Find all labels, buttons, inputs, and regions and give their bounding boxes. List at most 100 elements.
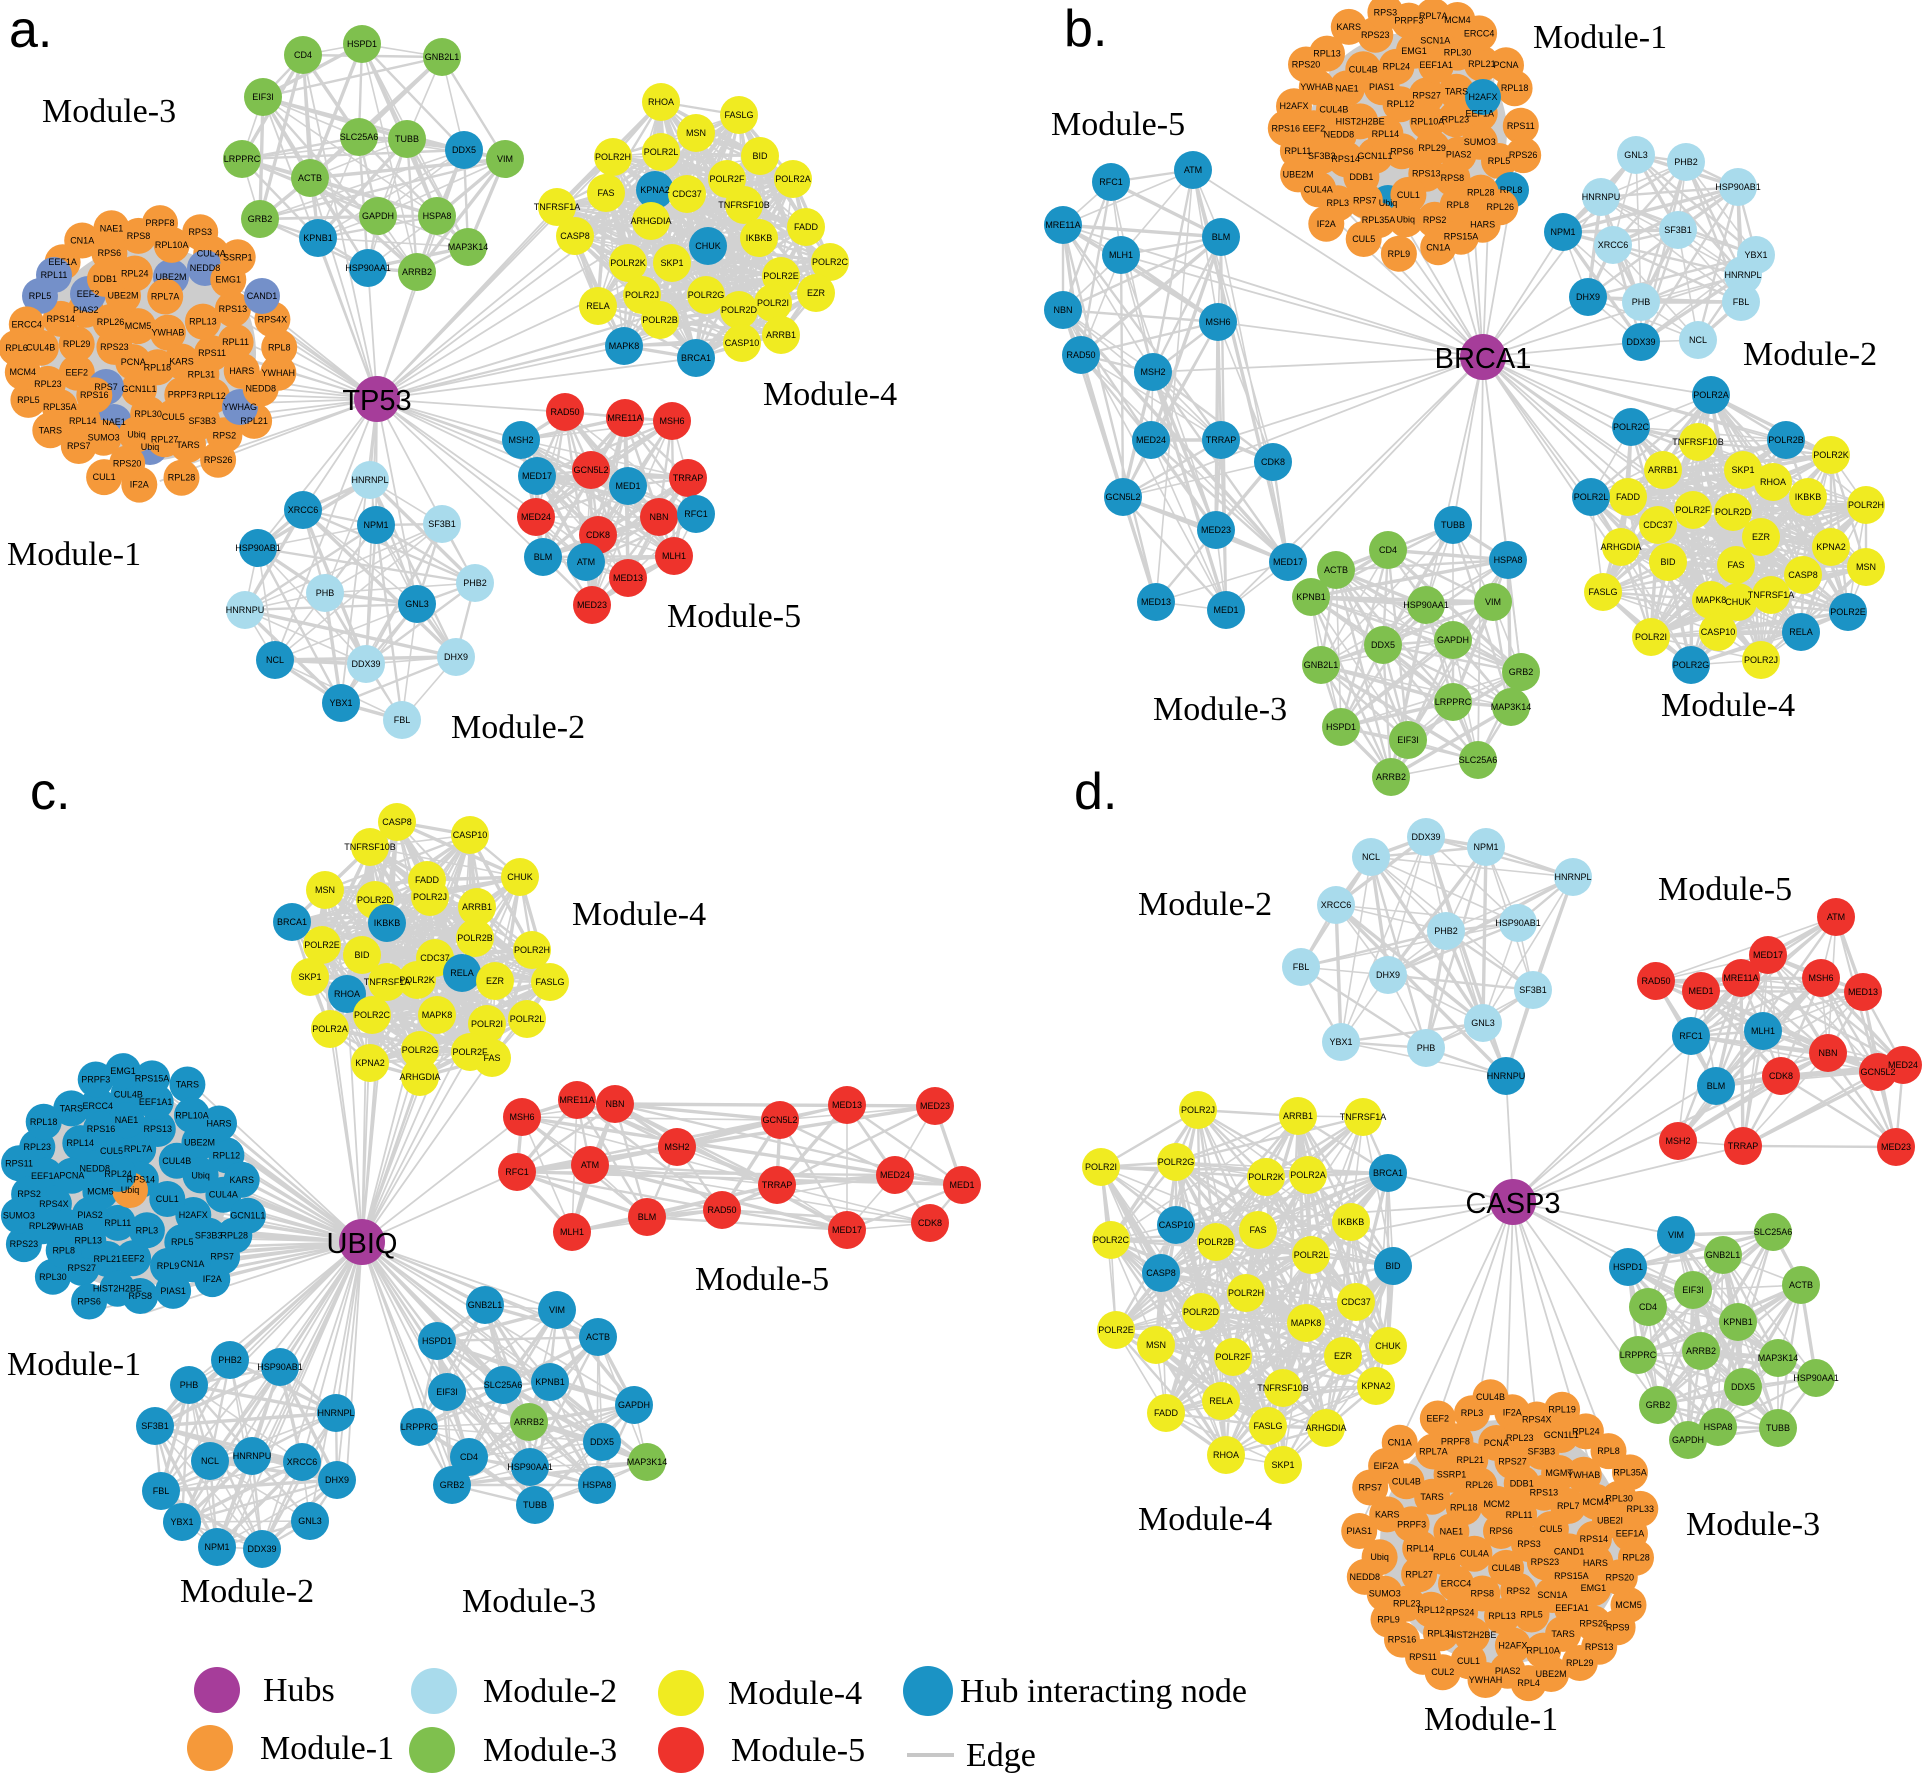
svg-text:RPS15A: RPS15A bbox=[135, 1073, 170, 1083]
svg-text:POLR2D: POLR2D bbox=[1183, 1307, 1220, 1317]
svg-text:RPL24: RPL24 bbox=[1383, 62, 1411, 72]
svg-text:KPNB1: KPNB1 bbox=[1723, 1317, 1753, 1327]
svg-text:POLR2L: POLR2L bbox=[1294, 1250, 1329, 1260]
svg-text:RPS4X: RPS4X bbox=[258, 314, 288, 324]
svg-text:Ubiq: Ubiq bbox=[121, 1185, 140, 1195]
svg-text:YWHAH: YWHAH bbox=[262, 368, 296, 378]
svg-text:RPL7A: RPL7A bbox=[124, 1144, 153, 1154]
svg-text:POLR2J: POLR2J bbox=[1181, 1105, 1215, 1115]
svg-text:FAS: FAS bbox=[597, 188, 614, 198]
svg-text:CDC37: CDC37 bbox=[420, 953, 450, 963]
svg-text:GCN5L2: GCN5L2 bbox=[573, 465, 608, 475]
svg-text:FBL: FBL bbox=[153, 1486, 170, 1496]
svg-text:RPS14: RPS14 bbox=[1580, 1534, 1609, 1544]
svg-text:POLR2J: POLR2J bbox=[625, 290, 659, 300]
svg-text:TARS: TARS bbox=[60, 1103, 83, 1113]
svg-text:HSPA8: HSPA8 bbox=[583, 1480, 612, 1490]
svg-text:KPNA2: KPNA2 bbox=[1816, 542, 1846, 552]
svg-text:CDK8: CDK8 bbox=[586, 530, 610, 540]
svg-text:HIST2H2BE: HIST2H2BE bbox=[93, 1284, 142, 1294]
svg-text:ARRB1: ARRB1 bbox=[462, 902, 492, 912]
svg-text:RAD50: RAD50 bbox=[1641, 976, 1670, 986]
svg-text:CASP10: CASP10 bbox=[453, 830, 488, 840]
svg-text:TRRAP: TRRAP bbox=[1728, 1141, 1759, 1151]
svg-text:PHB2: PHB2 bbox=[463, 578, 487, 588]
svg-text:EEF1A1: EEF1A1 bbox=[1419, 60, 1453, 70]
svg-text:MED23: MED23 bbox=[1201, 525, 1231, 535]
svg-text:RPS2: RPS2 bbox=[213, 430, 237, 440]
svg-text:ARRB1: ARRB1 bbox=[1648, 465, 1678, 475]
svg-text:MCM5: MCM5 bbox=[87, 1187, 114, 1197]
svg-text:MCM4: MCM4 bbox=[1582, 1497, 1609, 1507]
svg-text:PHB: PHB bbox=[180, 1380, 199, 1390]
svg-text:RPS11: RPS11 bbox=[5, 1158, 33, 1168]
svg-text:RPL8: RPL8 bbox=[1500, 185, 1523, 195]
svg-text:RPL18: RPL18 bbox=[144, 362, 172, 372]
svg-text:DDX5: DDX5 bbox=[452, 145, 476, 155]
svg-text:KPNA2: KPNA2 bbox=[355, 1058, 385, 1068]
svg-text:Module-1: Module-1 bbox=[7, 1346, 141, 1383]
svg-text:POLR2I: POLR2I bbox=[757, 298, 789, 308]
svg-text:RPS11: RPS11 bbox=[1507, 121, 1535, 131]
svg-text:TRRAP: TRRAP bbox=[762, 1180, 793, 1190]
svg-text:TARS: TARS bbox=[176, 1080, 199, 1090]
svg-text:Hub interacting node: Hub interacting node bbox=[960, 1673, 1247, 1710]
svg-text:PRPF3: PRPF3 bbox=[168, 390, 197, 400]
svg-text:NBN: NBN bbox=[1818, 1048, 1837, 1058]
svg-text:YWHAB: YWHAB bbox=[1567, 1470, 1600, 1480]
svg-text:RPS23: RPS23 bbox=[1531, 1557, 1560, 1567]
svg-text:EEF2: EEF2 bbox=[66, 368, 89, 378]
svg-text:RPS6: RPS6 bbox=[1489, 1526, 1513, 1536]
svg-text:NAE1: NAE1 bbox=[1440, 1526, 1464, 1536]
svg-text:CUL5: CUL5 bbox=[1539, 1524, 1562, 1534]
svg-text:GAPDH: GAPDH bbox=[362, 211, 394, 221]
svg-text:MLH1: MLH1 bbox=[560, 1227, 584, 1237]
svg-text:Module-4: Module-4 bbox=[763, 376, 897, 413]
svg-text:CASP8: CASP8 bbox=[1788, 570, 1818, 580]
svg-text:EEF2: EEF2 bbox=[122, 1253, 145, 1263]
svg-text:POLR2H: POLR2H bbox=[514, 945, 550, 955]
svg-text:FADD: FADD bbox=[794, 222, 819, 232]
svg-text:TRRAP: TRRAP bbox=[1206, 435, 1237, 445]
svg-text:HNRNPL: HNRNPL bbox=[351, 475, 388, 485]
svg-text:ATM: ATM bbox=[577, 557, 595, 567]
svg-text:RAD50: RAD50 bbox=[1066, 350, 1095, 360]
svg-text:NEDD8: NEDD8 bbox=[79, 1164, 110, 1174]
svg-text:H2AFX: H2AFX bbox=[1468, 92, 1497, 102]
svg-text:TNFRSF1A: TNFRSF1A bbox=[1340, 1112, 1387, 1122]
svg-text:POLR2H: POLR2H bbox=[595, 152, 631, 162]
svg-text:POLR2A: POLR2A bbox=[312, 1024, 348, 1034]
svg-text:MLH1: MLH1 bbox=[1109, 250, 1133, 260]
svg-text:H2AFX: H2AFX bbox=[179, 1210, 208, 1220]
svg-text:HARS: HARS bbox=[206, 1119, 231, 1129]
svg-text:PHB2: PHB2 bbox=[218, 1355, 242, 1365]
svg-text:RPL23: RPL23 bbox=[1393, 1599, 1421, 1609]
svg-text:SUMO3: SUMO3 bbox=[1369, 1589, 1401, 1599]
svg-text:BID: BID bbox=[1385, 1261, 1401, 1271]
svg-text:SKP1: SKP1 bbox=[660, 258, 683, 268]
svg-text:POLR2D: POLR2D bbox=[357, 895, 394, 905]
svg-text:RPS4X: RPS4X bbox=[1522, 1415, 1552, 1425]
svg-text:CN1A: CN1A bbox=[70, 236, 94, 246]
svg-text:GCN1L1: GCN1L1 bbox=[1544, 1430, 1579, 1440]
svg-text:PRPF3: PRPF3 bbox=[81, 1075, 110, 1085]
svg-text:Module-5: Module-5 bbox=[1051, 106, 1185, 143]
svg-text:POLR2B: POLR2B bbox=[1768, 435, 1804, 445]
svg-text:ARRB2: ARRB2 bbox=[402, 267, 432, 277]
svg-text:NBN: NBN bbox=[649, 512, 668, 522]
svg-text:EIF3I: EIF3I bbox=[1682, 1285, 1704, 1295]
svg-text:RPS27: RPS27 bbox=[1498, 1456, 1527, 1466]
svg-text:RPL6: RPL6 bbox=[1433, 1552, 1456, 1562]
svg-text:CUL4B: CUL4B bbox=[1319, 105, 1348, 115]
svg-text:CUL4B: CUL4B bbox=[1476, 1392, 1505, 1402]
svg-text:GCN1L1: GCN1L1 bbox=[230, 1211, 265, 1221]
svg-text:RPL23: RPL23 bbox=[34, 379, 62, 389]
svg-text:UBIQ: UBIQ bbox=[327, 1228, 398, 1260]
svg-text:HSP90AA1: HSP90AA1 bbox=[345, 263, 391, 273]
svg-text:MED17: MED17 bbox=[522, 471, 552, 481]
svg-text:ARRB2: ARRB2 bbox=[514, 1417, 544, 1427]
svg-text:RPL7A: RPL7A bbox=[1419, 11, 1448, 21]
svg-text:CUL1: CUL1 bbox=[156, 1194, 179, 1204]
svg-text:DDB1: DDB1 bbox=[1349, 172, 1373, 182]
svg-text:UBE2M: UBE2M bbox=[184, 1137, 215, 1147]
